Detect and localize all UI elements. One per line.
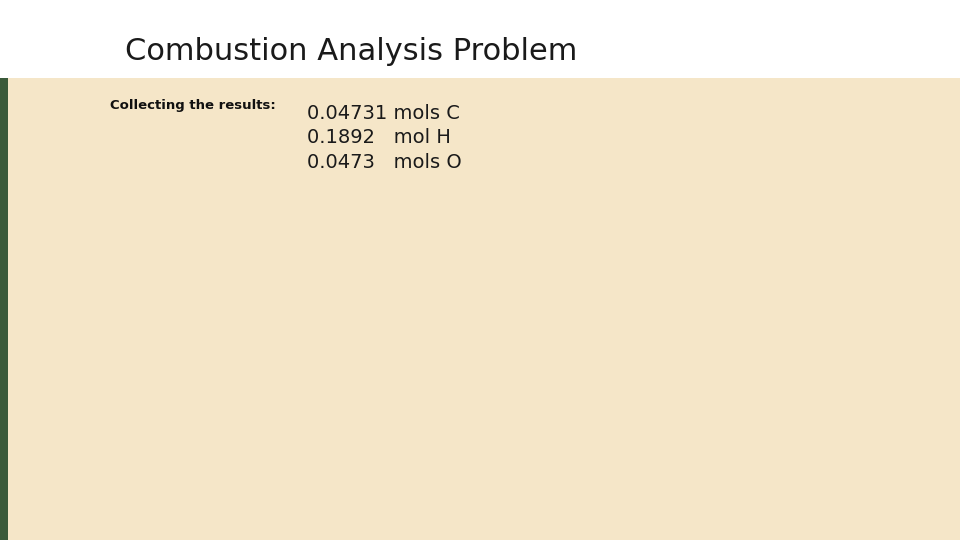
Text: yields: yields bbox=[537, 118, 573, 131]
Text: Collecting the results:: Collecting the results: bbox=[110, 99, 276, 112]
Text: The empirical formula is: CH: The empirical formula is: CH bbox=[225, 369, 659, 398]
Text: Y: Y bbox=[379, 282, 396, 306]
Text: Y: Y bbox=[674, 137, 687, 157]
Text: =1: =1 bbox=[312, 284, 343, 305]
Text: Z: Z bbox=[714, 137, 730, 157]
Text: 0.1892   mol H: 0.1892 mol H bbox=[307, 128, 451, 147]
Text: 0.04731 mols C: 0.04731 mols C bbox=[307, 104, 460, 123]
Text: =: = bbox=[185, 284, 203, 305]
Text: 0.0473: 0.0473 bbox=[712, 306, 776, 324]
Text: =: = bbox=[665, 284, 683, 305]
Text: X: X bbox=[634, 137, 649, 157]
Text: X: X bbox=[158, 282, 177, 306]
Text: H: H bbox=[645, 117, 677, 159]
Text: C: C bbox=[607, 117, 636, 159]
Text: =: = bbox=[406, 284, 423, 305]
Text: O: O bbox=[685, 117, 718, 159]
Text: 0.0473: 0.0473 bbox=[453, 306, 516, 324]
Text: 0.0473: 0.0473 bbox=[228, 306, 291, 324]
Text: 32: 32 bbox=[900, 510, 924, 529]
Text: Both carbon and oxygen have the smallest numbers of: Both carbon and oxygen have the smallest… bbox=[110, 206, 666, 226]
Text: =1: =1 bbox=[797, 284, 828, 305]
Text: Combustion Analysis Problem: Combustion Analysis Problem bbox=[125, 37, 577, 66]
Text: 4: 4 bbox=[717, 386, 730, 405]
Text: 0.1892: 0.1892 bbox=[453, 265, 516, 283]
Text: mols: Divide each set of mols by 0.04731.: mols: Divide each set of mols by 0.04731… bbox=[110, 229, 536, 248]
Text: =4: =4 bbox=[538, 284, 568, 305]
Text: Z: Z bbox=[638, 282, 656, 306]
Text: 0.0473: 0.0473 bbox=[712, 265, 776, 283]
Text: O: O bbox=[728, 369, 752, 398]
Text: 0.0473   mols O: 0.0473 mols O bbox=[307, 152, 462, 172]
Text: סטויכיומטריה-3: סטויכיומטריה-3 bbox=[381, 513, 464, 526]
Text: 0.0473: 0.0473 bbox=[228, 265, 291, 283]
